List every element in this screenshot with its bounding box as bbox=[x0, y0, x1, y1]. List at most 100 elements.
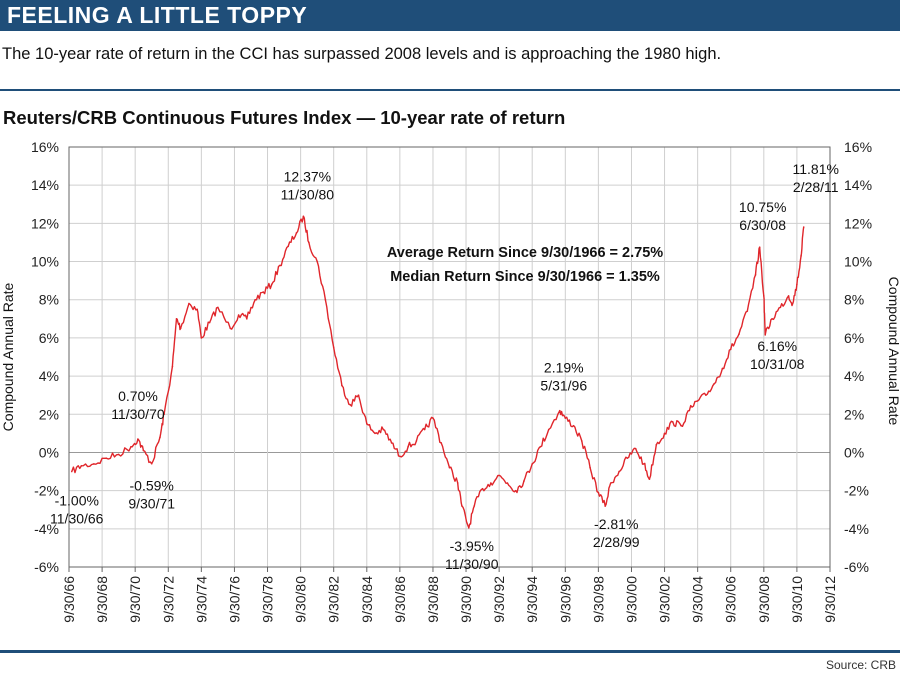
data-point bbox=[137, 438, 139, 440]
data-point bbox=[357, 394, 360, 396]
y-tick-label-left: -6% bbox=[34, 559, 59, 575]
annotation-value: 2.19% bbox=[544, 360, 584, 376]
data-point bbox=[713, 382, 715, 385]
annotation-date: 2/28/11 bbox=[793, 179, 839, 195]
data-point bbox=[407, 445, 409, 448]
y-tick-label-left: 2% bbox=[39, 406, 59, 422]
y-tick-label-right: 10% bbox=[844, 254, 872, 270]
series-line-10yr-return bbox=[71, 215, 805, 529]
series-points bbox=[70, 215, 805, 529]
x-tick-label: 9/30/82 bbox=[326, 576, 342, 623]
annotation-date: 9/30/71 bbox=[128, 496, 175, 512]
data-point bbox=[758, 246, 761, 249]
y-tick-label-right: 14% bbox=[844, 177, 872, 193]
data-point bbox=[399, 455, 401, 458]
data-point bbox=[721, 367, 724, 370]
data-point bbox=[423, 428, 426, 431]
y-tick-label-left: 12% bbox=[31, 215, 59, 231]
data-point bbox=[738, 333, 740, 335]
data-point bbox=[680, 424, 682, 427]
x-tick-label: 9/30/00 bbox=[623, 576, 639, 623]
data-point bbox=[547, 428, 550, 431]
x-tick-label: 9/30/68 bbox=[94, 576, 110, 623]
data-point bbox=[341, 384, 343, 387]
data-point bbox=[93, 463, 95, 465]
data-point bbox=[779, 306, 782, 309]
x-tick-label: 9/30/96 bbox=[557, 576, 573, 623]
data-point bbox=[531, 463, 534, 465]
data-point bbox=[696, 400, 699, 402]
annotation-date: 11/30/66 bbox=[50, 511, 104, 527]
data-point bbox=[764, 334, 767, 336]
data-point bbox=[514, 489, 517, 492]
x-tick-label: 9/30/76 bbox=[226, 576, 242, 623]
divider-rule-bottom bbox=[0, 650, 900, 653]
data-point bbox=[771, 318, 773, 320]
data-point bbox=[800, 255, 802, 257]
y-tick-label-right: 12% bbox=[844, 215, 872, 231]
data-point bbox=[763, 295, 765, 297]
x-tick-label: 9/30/74 bbox=[193, 576, 209, 623]
stat-median-return: Median Return Since 9/30/1966 = 1.35% bbox=[390, 269, 660, 285]
data-point bbox=[295, 232, 298, 234]
grid-lines bbox=[68, 146, 831, 568]
annotation-date: 6/30/08 bbox=[739, 217, 786, 233]
y-tick-label-left: 6% bbox=[39, 330, 59, 346]
data-point bbox=[663, 432, 666, 435]
y-tick-label-right: -4% bbox=[844, 521, 869, 537]
data-point bbox=[467, 527, 470, 529]
annotation-value: -3.95% bbox=[450, 538, 494, 554]
x-tick-label: 9/30/98 bbox=[590, 576, 606, 623]
data-point bbox=[390, 442, 393, 444]
annotation-date: 11/30/80 bbox=[281, 186, 335, 202]
x-tick-label: 9/30/08 bbox=[756, 576, 772, 623]
y-tick-label-right: 8% bbox=[844, 292, 864, 308]
data-point bbox=[332, 346, 335, 349]
x-tick-label: 9/30/10 bbox=[789, 576, 805, 623]
annotation-value: 0.70% bbox=[118, 388, 158, 404]
data-point bbox=[70, 470, 73, 473]
data-point bbox=[523, 480, 525, 482]
x-tick-label: 9/30/92 bbox=[491, 576, 507, 623]
data-point bbox=[349, 403, 352, 406]
x-tick-label: 9/30/66 bbox=[61, 576, 77, 623]
data-point bbox=[142, 449, 145, 452]
x-tick-label: 9/30/02 bbox=[657, 576, 673, 623]
data-point bbox=[270, 283, 273, 286]
y-tick-label-left: 8% bbox=[39, 292, 59, 308]
data-point bbox=[229, 327, 232, 330]
data-point bbox=[448, 466, 451, 469]
y-tick-label-right: -2% bbox=[844, 483, 869, 499]
data-point bbox=[105, 457, 108, 459]
data-point bbox=[498, 474, 500, 477]
header-banner: FEELING A LITTLE TOPPY bbox=[0, 0, 900, 31]
x-tick-label: 9/30/70 bbox=[127, 576, 143, 623]
divider-rule-top bbox=[0, 89, 900, 91]
data-point bbox=[597, 491, 600, 494]
annotation-date: 5/31/96 bbox=[540, 378, 587, 394]
y-tick-label-right: 0% bbox=[844, 444, 864, 460]
y-axis-left: -6% -4% -2% 0% 2% 4% 6% 8% 10% 12% 14% 16% bbox=[31, 139, 59, 575]
y-tick-label-right: -6% bbox=[844, 559, 869, 575]
data-point bbox=[572, 424, 575, 427]
data-point bbox=[648, 478, 651, 480]
data-point bbox=[589, 466, 591, 469]
annotation-value: 10.75% bbox=[739, 199, 786, 215]
data-point bbox=[506, 482, 509, 484]
data-point bbox=[80, 465, 83, 467]
x-tick-label: 9/30/78 bbox=[260, 576, 276, 623]
x-tick-label: 9/30/72 bbox=[160, 576, 176, 623]
data-point bbox=[237, 314, 240, 316]
y-tick-label-left: 10% bbox=[31, 254, 59, 270]
y-tick-label-left: 4% bbox=[39, 368, 59, 384]
stat-average-return: Average Return Since 9/30/1966 = 2.75% bbox=[387, 245, 663, 261]
data-point bbox=[655, 444, 658, 446]
x-tick-label: 9/30/12 bbox=[822, 576, 838, 623]
chart-title: Reuters/CRB Continuous Futures Index — 1… bbox=[3, 107, 566, 128]
data-point bbox=[179, 327, 182, 330]
data-point bbox=[564, 417, 567, 419]
data-point bbox=[374, 432, 376, 435]
data-point bbox=[279, 264, 281, 267]
data-point bbox=[787, 295, 790, 297]
x-tick-label: 9/30/80 bbox=[293, 576, 309, 623]
